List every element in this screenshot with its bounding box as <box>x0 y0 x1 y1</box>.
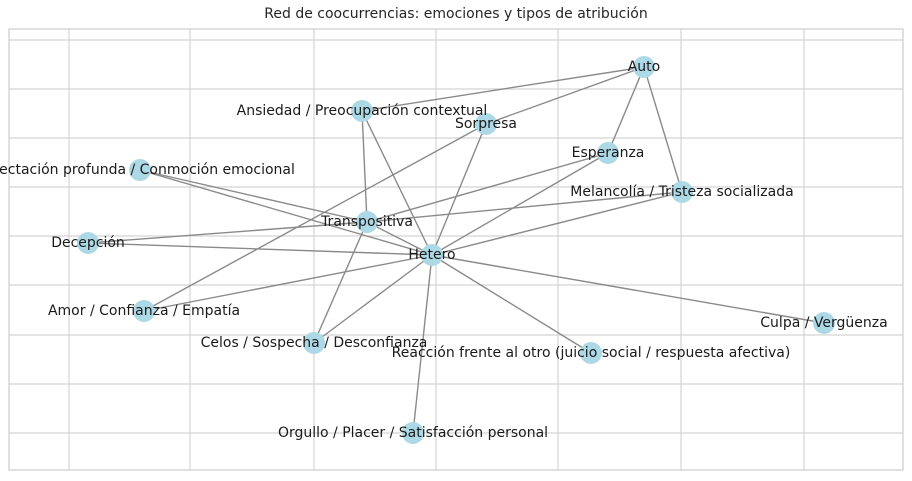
edge-melancolia-transpositiva <box>366 191 683 223</box>
node-melancolia <box>671 181 693 203</box>
node-label-reaccion: Reacción frente al otro (juicio social /… <box>392 345 791 361</box>
node-sorpresa <box>475 113 497 135</box>
edge-afectacion-hetero <box>139 169 433 256</box>
edge-auto-ansiedad <box>361 66 645 112</box>
node-label-melancolia: Melancolía / Tristeza socializada <box>570 184 793 200</box>
edge-decepcion-hetero <box>87 242 433 256</box>
node-ansiedad <box>351 100 373 122</box>
node-auto <box>633 56 655 78</box>
node-labels: Auto Ansiedad / Preocupación contextualSo… <box>0 59 888 441</box>
node-label-esperanza: Esperanza <box>572 145 645 161</box>
node-label-amor: Amor / Confianza / Empatía <box>48 303 240 319</box>
node-afectacion <box>129 159 151 181</box>
edge-auto-sorpresa <box>485 66 645 125</box>
edge-melancolia-hetero <box>431 191 683 256</box>
chart-title: Red de coocurrencias: emociones y tipos … <box>264 6 648 22</box>
node-transpositiva <box>356 211 378 233</box>
node-hetero <box>421 244 443 266</box>
edge-hetero-reaccion <box>431 254 592 354</box>
edge-auto-esperanza <box>607 66 645 154</box>
node-esperanza <box>597 142 619 164</box>
edge-sorpresa-amor <box>143 123 487 312</box>
node-label-ansiedad: Ansiedad / Preocupación contextual <box>237 103 488 119</box>
edge-hetero-orgullo <box>412 254 433 434</box>
edge-ansiedad-hetero <box>361 110 433 256</box>
node-label-celos: Celos / Sospecha / Desconfianza <box>201 335 428 351</box>
edge-transpositiva-decepcion <box>87 221 368 244</box>
plot-frame <box>8 28 904 471</box>
edge-afectacion-transpositiva <box>139 169 368 223</box>
node-label-decepcion: Decepción <box>51 235 125 251</box>
edge-esperanza-hetero <box>431 152 609 256</box>
node-culpa <box>813 312 835 334</box>
node-label-sorpresa: Sorpresa <box>455 116 517 132</box>
edge-sorpresa-hetero <box>431 123 487 256</box>
node-reaccion <box>580 342 602 364</box>
node-label-culpa: Culpa / Vergüenza <box>760 315 887 331</box>
nodes <box>77 56 835 444</box>
edge-transpositiva-celos <box>313 221 368 344</box>
node-label-auto: Auto <box>628 59 661 75</box>
edge-hetero-amor <box>143 254 433 312</box>
node-label-transpositiva: Transpositiva <box>320 214 413 230</box>
node-label-afectacion: Afectación profunda / Conmoción emociona… <box>0 162 295 178</box>
edge-ansiedad-transpositiva <box>361 110 368 223</box>
edge-transpositiva-hetero <box>366 221 433 256</box>
node-celos <box>303 332 325 354</box>
edge-hetero-culpa <box>431 254 825 324</box>
node-orgullo <box>402 422 424 444</box>
node-amor <box>133 300 155 322</box>
node-label-orgullo: Orgullo / Placer / Satisfacción personal <box>278 425 548 441</box>
edges <box>87 66 825 434</box>
edge-auto-melancolia <box>643 66 683 193</box>
node-decepcion <box>77 232 99 254</box>
edge-hetero-celos <box>313 254 433 344</box>
node-label-hetero: Hetero <box>408 247 455 263</box>
edge-esperanza-transpositiva <box>366 152 609 223</box>
